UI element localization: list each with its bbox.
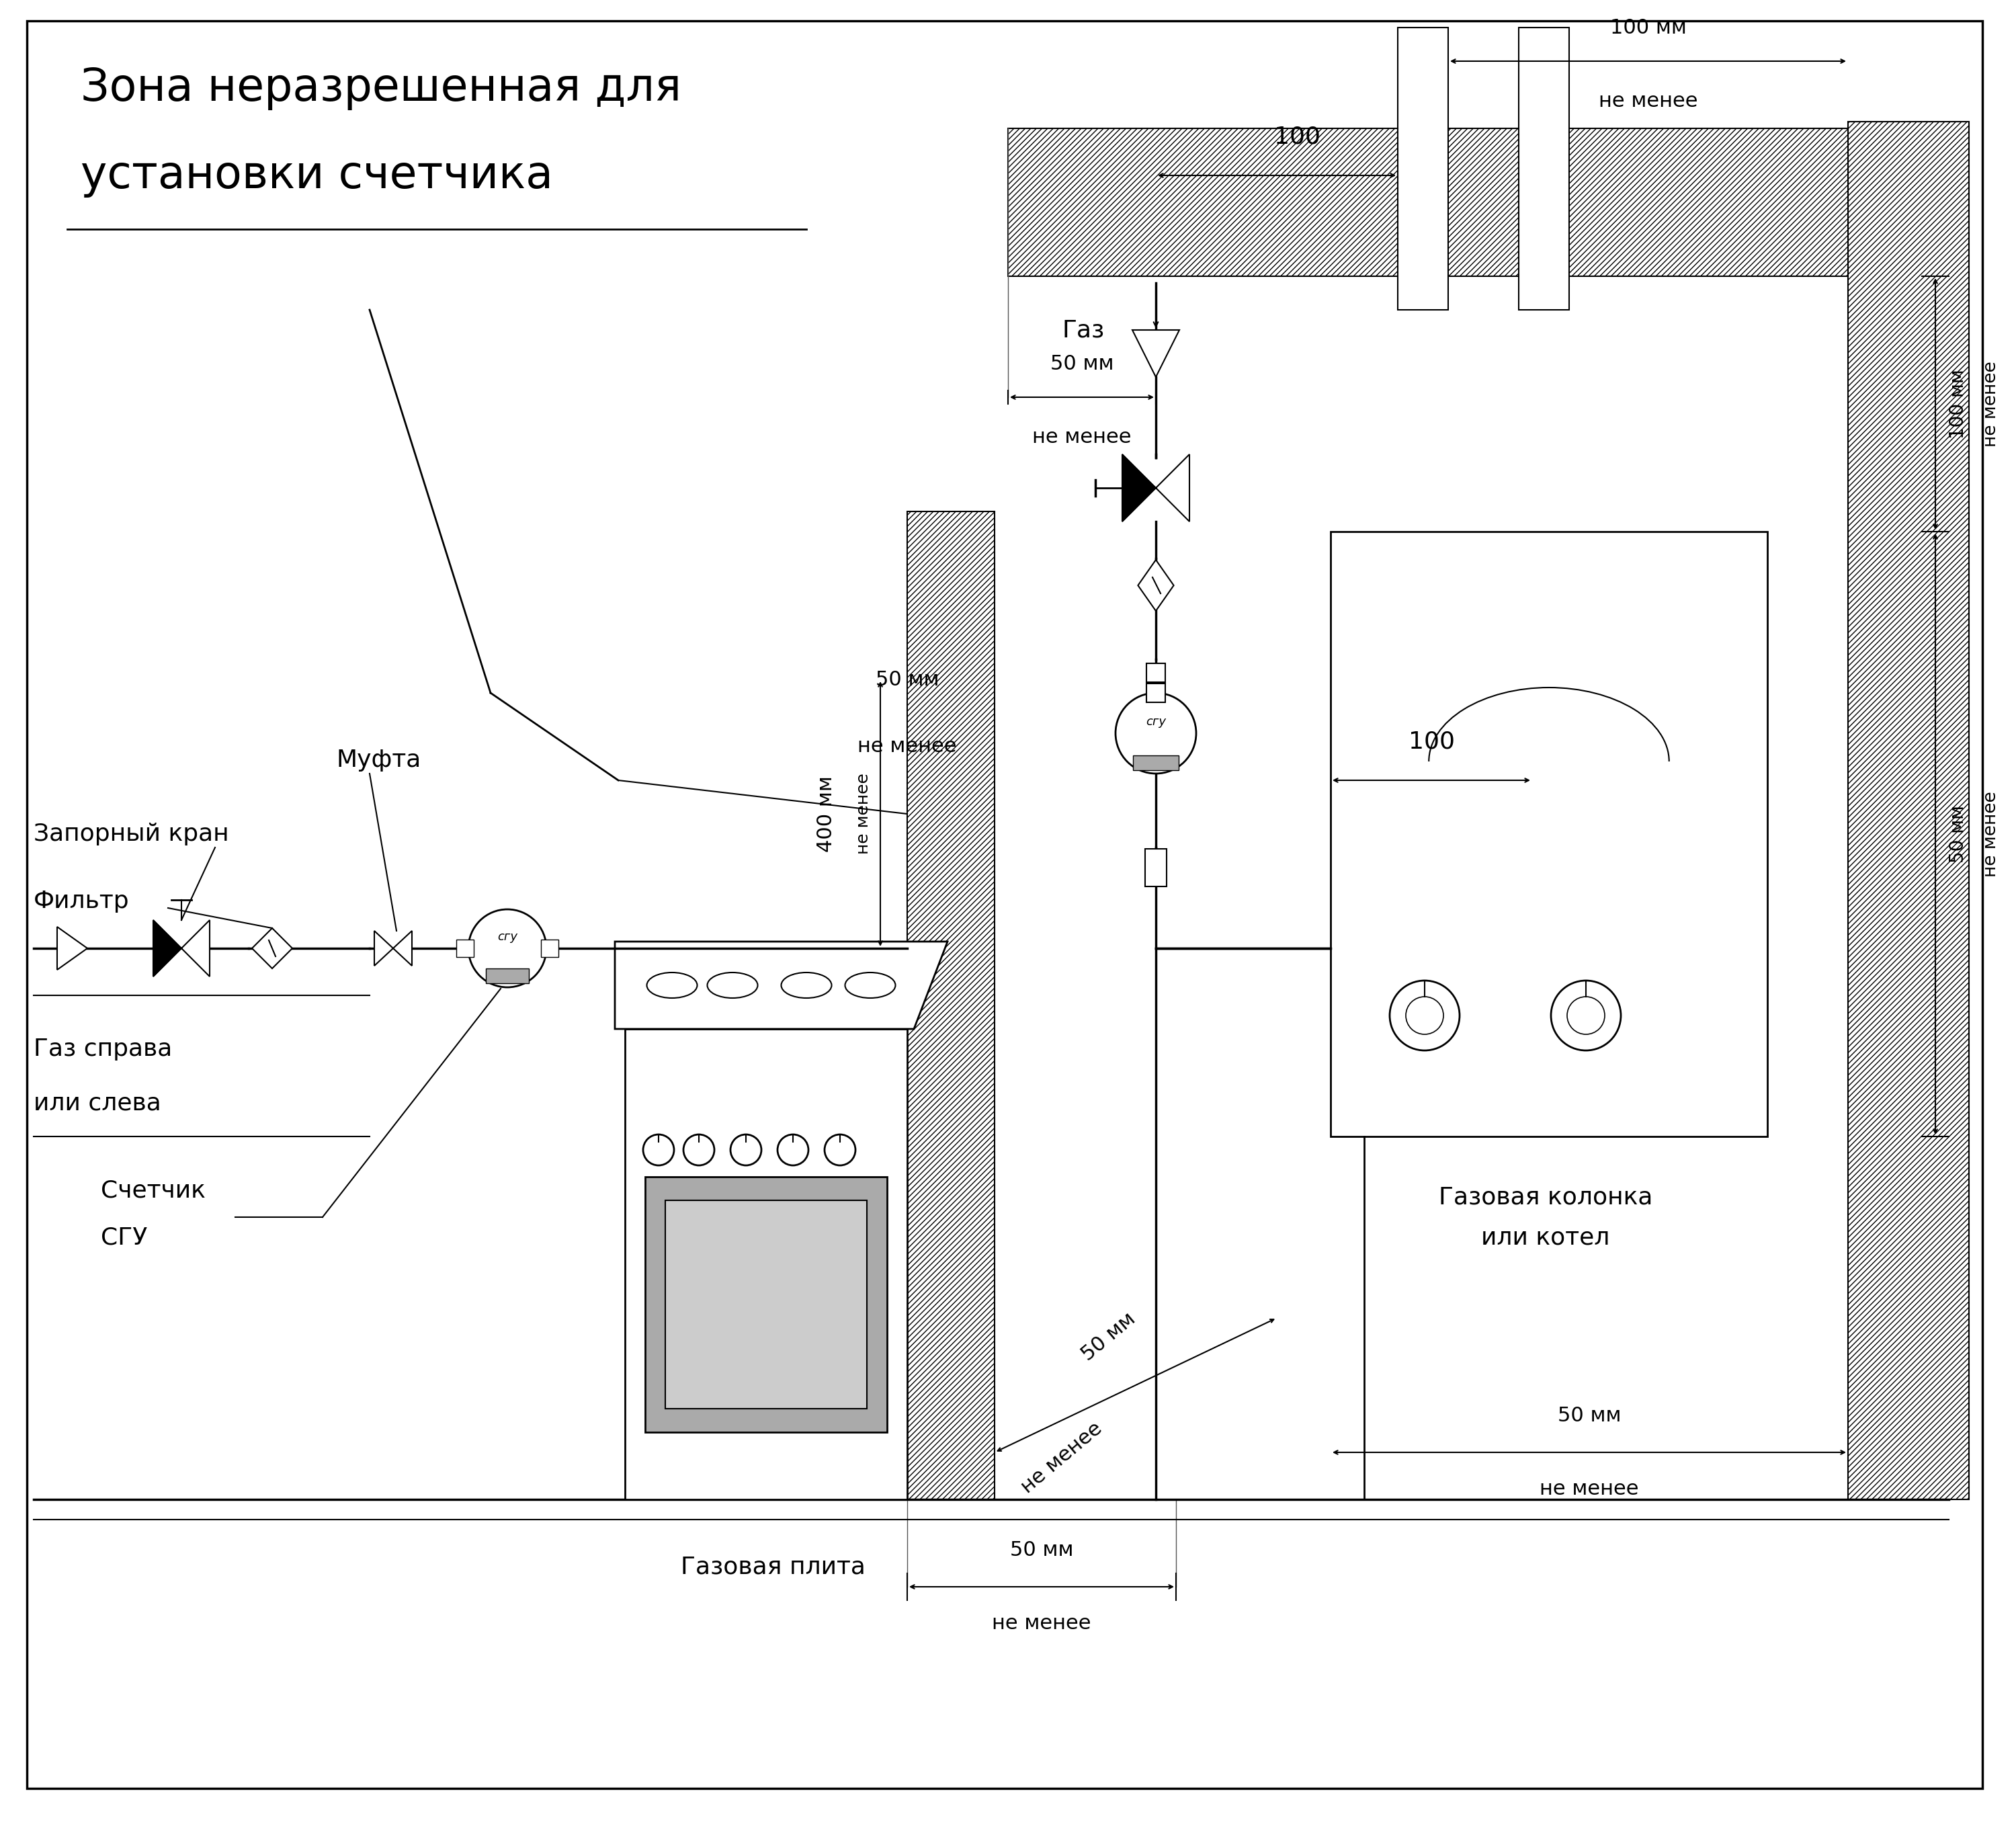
Bar bbox=[1518, 27, 1568, 310]
Text: или котел: или котел bbox=[1482, 1226, 1611, 1248]
Circle shape bbox=[778, 1135, 808, 1166]
Text: 50 мм: 50 мм bbox=[1010, 1540, 1073, 1560]
Text: не менее: не менее bbox=[1599, 91, 1697, 111]
Circle shape bbox=[1389, 980, 1460, 1051]
Circle shape bbox=[643, 1135, 673, 1166]
Bar bbox=[1331, 532, 1768, 1137]
Ellipse shape bbox=[647, 973, 698, 998]
Ellipse shape bbox=[845, 973, 895, 998]
Text: Счетчик: Счетчик bbox=[101, 1179, 206, 1203]
Ellipse shape bbox=[708, 973, 758, 998]
Text: не менее: не менее bbox=[1982, 791, 2000, 876]
Bar bbox=[540, 940, 558, 957]
Circle shape bbox=[1405, 997, 1443, 1035]
Text: Газ справа: Газ справа bbox=[34, 1039, 171, 1060]
Polygon shape bbox=[252, 927, 292, 969]
Text: 50 мм: 50 мм bbox=[875, 670, 939, 689]
Text: 50 мм: 50 мм bbox=[1558, 1407, 1621, 1425]
Bar bbox=[1133, 756, 1179, 771]
Ellipse shape bbox=[782, 973, 833, 998]
Text: Газ: Газ bbox=[1062, 319, 1105, 341]
Polygon shape bbox=[153, 920, 181, 977]
Text: не менее: не менее bbox=[855, 773, 871, 855]
Text: не менее: не менее bbox=[992, 1614, 1091, 1633]
Polygon shape bbox=[1123, 454, 1155, 521]
Polygon shape bbox=[1137, 559, 1173, 610]
Text: Зона неразрешенная для: Зона неразрешенная для bbox=[81, 66, 681, 109]
Text: не менее: не менее bbox=[1018, 1419, 1107, 1498]
Bar bbox=[1147, 683, 1165, 701]
Circle shape bbox=[1566, 997, 1605, 1035]
Text: 100: 100 bbox=[1274, 126, 1320, 149]
Bar bbox=[1147, 663, 1165, 681]
Text: Газовая плита: Газовая плита bbox=[681, 1556, 865, 1578]
Bar bbox=[625, 1029, 907, 1500]
Bar bbox=[456, 940, 474, 957]
Text: Газовая колонка: Газовая колонка bbox=[1439, 1186, 1653, 1208]
Text: не менее: не менее bbox=[1982, 361, 2000, 446]
Bar bbox=[645, 1177, 887, 1432]
Bar bbox=[907, 512, 994, 1500]
Polygon shape bbox=[615, 942, 948, 1029]
Polygon shape bbox=[1133, 330, 1179, 377]
Text: 100: 100 bbox=[1407, 731, 1456, 754]
Text: не менее: не менее bbox=[1032, 428, 1131, 446]
Polygon shape bbox=[56, 927, 87, 969]
Text: установки счетчика: установки счетчика bbox=[81, 153, 552, 197]
Text: 400 мм: 400 мм bbox=[816, 776, 837, 853]
Polygon shape bbox=[393, 931, 411, 966]
Bar bbox=[665, 1201, 867, 1408]
Text: сгу: сгу bbox=[498, 931, 518, 944]
Text: Муфта: Муфта bbox=[337, 749, 421, 771]
Text: 50 мм: 50 мм bbox=[1949, 805, 1968, 864]
Text: 100 мм: 100 мм bbox=[1949, 370, 1968, 439]
Circle shape bbox=[825, 1135, 855, 1166]
Text: или слева: или слева bbox=[34, 1091, 161, 1115]
Text: не менее: не менее bbox=[857, 736, 958, 756]
Text: сгу: сгу bbox=[1145, 716, 1165, 727]
Text: 50 мм: 50 мм bbox=[1050, 353, 1113, 374]
Circle shape bbox=[468, 909, 546, 988]
Polygon shape bbox=[375, 931, 393, 966]
Text: не менее: не менее bbox=[1540, 1479, 1639, 1500]
Text: Фильтр: Фильтр bbox=[34, 889, 129, 913]
Bar bbox=[1145, 849, 1167, 887]
Bar bbox=[1397, 27, 1447, 310]
Bar bbox=[1008, 128, 1849, 277]
Text: Запорный кран: Запорный кран bbox=[34, 822, 230, 845]
Bar bbox=[486, 969, 528, 984]
Text: СГУ: СГУ bbox=[101, 1226, 147, 1248]
Circle shape bbox=[730, 1135, 762, 1166]
Bar bbox=[1849, 122, 1970, 1500]
Text: 100 мм: 100 мм bbox=[1611, 18, 1685, 38]
Polygon shape bbox=[153, 920, 210, 977]
Text: 50 мм: 50 мм bbox=[1079, 1310, 1139, 1365]
Circle shape bbox=[1115, 692, 1195, 774]
Polygon shape bbox=[1123, 454, 1189, 521]
Circle shape bbox=[1550, 980, 1621, 1051]
Circle shape bbox=[683, 1135, 714, 1166]
